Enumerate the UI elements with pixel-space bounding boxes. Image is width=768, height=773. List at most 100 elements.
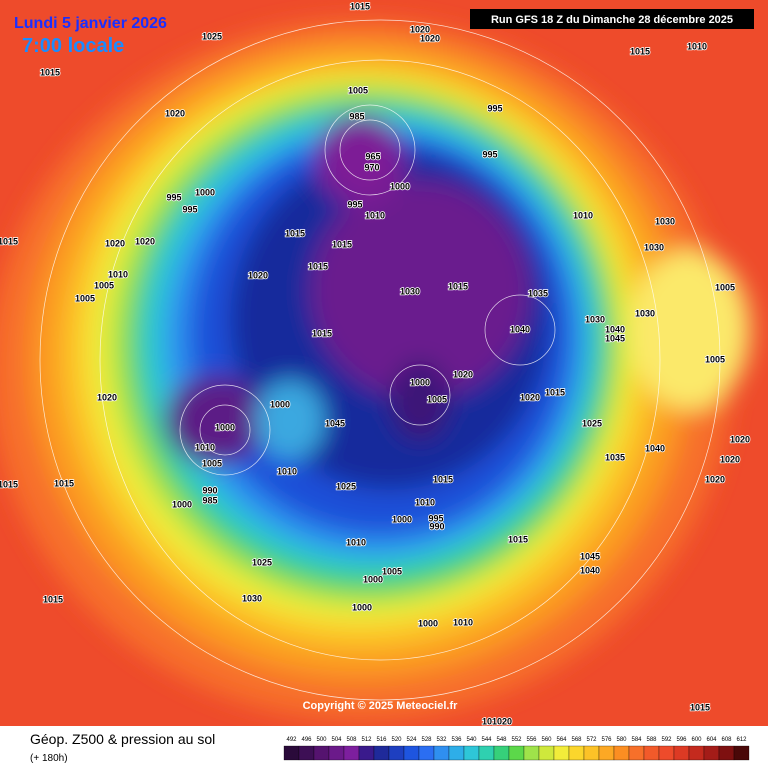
isobar-label: 985 <box>202 495 217 505</box>
isobar-label: 1010 <box>573 210 593 220</box>
scale-label: 564 <box>556 737 567 743</box>
isobar-label: 1000 <box>215 422 235 432</box>
isobar-label: 1020 <box>248 270 268 280</box>
scale-swatch <box>478 745 495 761</box>
scale-label: 600 <box>691 737 702 743</box>
isobar-label: 1000 <box>410 377 430 387</box>
isobar-label: 1015 <box>332 239 352 249</box>
isobar-labels: 1015 1020 1020 1025 1010 1015 1015 1020 1005 985 9… <box>0 1 751 728</box>
isobar-label: 1020 <box>105 238 125 248</box>
scale-label: 584 <box>631 737 642 743</box>
scale-label: 524 <box>406 737 417 743</box>
scale-label: 504 <box>331 737 342 743</box>
isobar-label: 1020 <box>720 454 740 464</box>
isobar-label: 1020 <box>135 236 155 246</box>
isobar-label: 1040 <box>645 443 665 453</box>
isobar-label: 1005 <box>202 458 222 468</box>
scale-label: 512 <box>361 737 372 743</box>
scale-label: 544 <box>481 737 492 743</box>
isobar-label: 995 <box>347 199 362 209</box>
footer-lead: (+ 180h) <box>30 753 68 764</box>
isobar-label: 1005 <box>75 293 95 303</box>
color-scale: 492 496 500 504 508 512 516 520 524 528 532 536 540 5… <box>283 737 750 761</box>
isobar-label: 995 <box>482 149 497 159</box>
isobar-label: 101020 <box>482 716 512 726</box>
isobar-label: 1020 <box>705 474 725 484</box>
scale-swatch <box>433 745 450 761</box>
scale-label: 528 <box>421 737 432 743</box>
scale-label: 608 <box>721 737 732 743</box>
isobar-label: 970 <box>364 162 379 172</box>
isobar-label: 990 <box>429 521 444 531</box>
isobar-label: 1005 <box>348 85 368 95</box>
isobar-label: 1025 <box>336 481 356 491</box>
isobar-label: 1015 <box>448 281 468 291</box>
scale-label: 552 <box>511 737 522 743</box>
isobar-label: 1030 <box>400 286 420 296</box>
scale-swatch <box>388 745 405 761</box>
isobar-label: 965 <box>365 151 380 161</box>
isobar-label: 1030 <box>242 593 262 603</box>
scale-swatch <box>373 745 390 761</box>
isobar-label: 995 <box>182 204 197 214</box>
isobar-label: 1000 <box>418 618 438 628</box>
scale-label: 536 <box>451 737 462 743</box>
scale-label: 532 <box>436 737 447 743</box>
scale-swatch <box>568 745 585 761</box>
isobar-label: 1015 <box>40 67 60 77</box>
isobar-label: 1005 <box>94 280 114 290</box>
isobar-label: 1015 <box>54 478 74 488</box>
scale-label: 496 <box>301 737 312 743</box>
scale-label: 556 <box>526 737 537 743</box>
run-box <box>470 9 754 29</box>
isobar-label: 1020 <box>520 392 540 402</box>
scale-label: 548 <box>496 737 507 743</box>
isobar-label: 1010 <box>415 497 435 507</box>
isobar-label: 1005 <box>705 354 725 364</box>
isobar-label: 1010 <box>687 41 707 51</box>
isobar-label: 1035 <box>528 288 548 298</box>
isobar-label: 1015 <box>285 228 305 238</box>
isobar-label: 1000 <box>352 602 372 612</box>
scale-label: 580 <box>616 737 627 743</box>
isobar-label: 1010 <box>277 466 297 476</box>
scale-label: 596 <box>676 737 687 743</box>
isobar-label: 1010 <box>195 442 215 452</box>
forecast-time: 7:00 locale <box>22 35 124 57</box>
run-label: Run GFS 18 Z du Dimanche 28 décembre 202… <box>491 14 733 26</box>
scale-swatch <box>328 745 345 761</box>
scale-swatch <box>598 745 615 761</box>
scale-swatch <box>643 745 660 761</box>
isobar-label: 1045 <box>605 333 625 343</box>
isobar-label: 1010 <box>346 537 366 547</box>
isobar-label: 1000 <box>172 499 192 509</box>
scale-label: 516 <box>376 737 387 743</box>
scale-swatch <box>553 745 570 761</box>
isobar-label: 1015 <box>630 46 650 56</box>
isobar-label: 1025 <box>252 557 272 567</box>
isobar-label: 1015 <box>545 387 565 397</box>
scale-swatch <box>493 745 510 761</box>
scale-label: 500 <box>316 737 327 743</box>
scale-label: 568 <box>571 737 582 743</box>
scale-swatch <box>688 745 705 761</box>
isobar-label: 1030 <box>655 216 675 226</box>
isobar-label: 1015 <box>508 534 528 544</box>
isobar-label: 1015 <box>433 474 453 484</box>
scale-swatch <box>403 745 420 761</box>
scale-swatch <box>313 745 330 761</box>
scale-label: 572 <box>586 737 597 743</box>
isobar-label: 995 <box>487 103 502 113</box>
isobar-label: 1015 <box>350 1 370 11</box>
isobar-label: 995 <box>428 513 443 523</box>
isobar-label: 1020 <box>165 108 185 118</box>
isobar-label: 1015 <box>308 261 328 271</box>
isobar-label: 1030 <box>635 308 655 318</box>
scale-swatch <box>358 745 375 761</box>
scale-swatch <box>538 745 555 761</box>
footer-title: Géop. Z500 & pression au sol <box>30 731 215 747</box>
scale-swatch <box>448 745 465 761</box>
isobar-label: 1045 <box>325 418 345 428</box>
